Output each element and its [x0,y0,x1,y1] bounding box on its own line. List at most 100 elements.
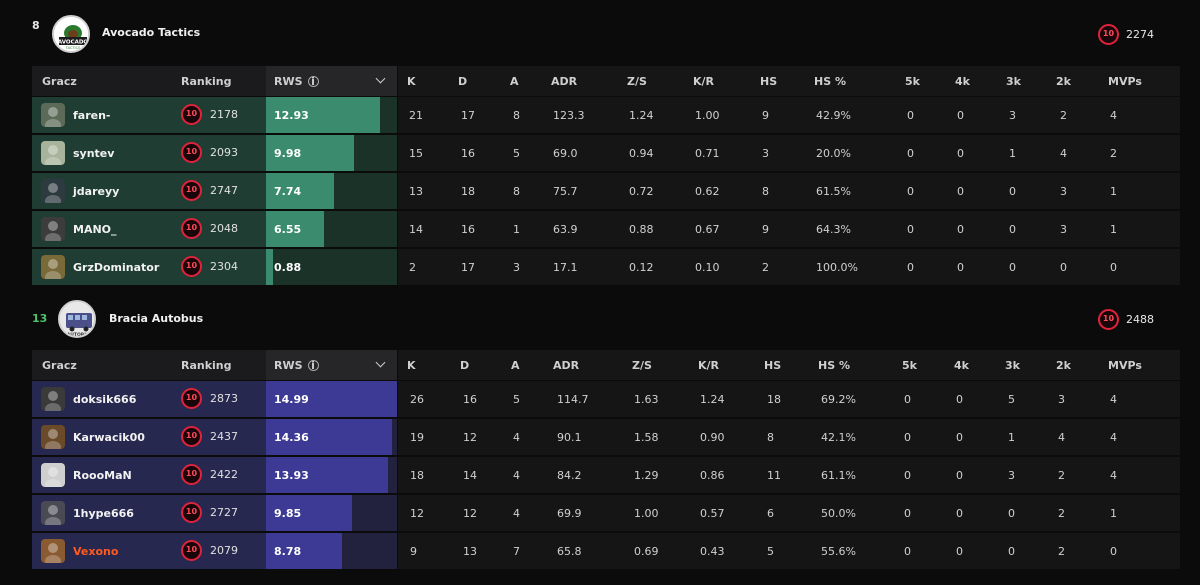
player-row[interactable]: faren- 2178 12.93 21 17 8 123.3 1.24 1.00 9 42.9% 0… [32,96,1180,134]
player-row[interactable]: doksik666 2873 14.99 26 16 5 114.7 1.63 1.24 18 69… [32,380,1180,418]
player-row[interactable]: jdareyy27477.741318875.70.720.62861.5%00… [32,172,1180,210]
player-name[interactable]: faren- [73,109,111,122]
player-row[interactable]: RoooMaN 2422 13.93 18 14 4 84.2 1.29 0.86 11 61.1%… [32,456,1180,494]
stat-hs: 11 [767,469,781,482]
col-4k[interactable]: 4k [954,359,969,372]
stat-kr: 0.67 [695,223,720,236]
col-3k[interactable]: 3k [1006,75,1021,88]
col-2k[interactable]: 2k [1056,75,1071,88]
col-k[interactable]: K [407,75,416,88]
stat-k5: 0 [904,431,911,444]
col-hs[interactable]: HS [764,359,782,372]
col-3k[interactable]: 3k [1005,359,1020,372]
col-kr[interactable]: K/R [693,75,715,88]
stat-k4: 0 [957,109,964,122]
team-name[interactable]: Bracia Autobus [109,312,204,325]
col-ranking[interactable]: Ranking [181,359,232,372]
col-a[interactable]: A [511,359,520,372]
player-name[interactable]: Karwacik00 [73,431,145,444]
player-name[interactable]: Vexono [73,545,119,558]
col-hs-pct[interactable]: HS % [818,359,850,372]
col-adr[interactable]: ADR [553,359,580,372]
player-name[interactable]: RoooMaN [73,469,132,482]
col-4k[interactable]: 4k [955,75,970,88]
player-name[interactable]: MANO_ [73,223,117,236]
stat-hs-pct: 42.1% [821,431,856,444]
faceit-level-10-icon [181,502,202,523]
col-rws[interactable]: RWS i [274,75,319,88]
col-k[interactable]: K [407,359,416,372]
stat-a: 7 [513,545,520,558]
avatar[interactable] [41,217,65,241]
player-row[interactable]: MANO_ 2048 6.55 14 16 1 63.9 0.88 0.67 9 64.3% 0 0 0 3… [32,210,1180,248]
col-zs[interactable]: Z/S [632,359,652,372]
col-d[interactable]: D [458,75,468,88]
stat-mvps: 4 [1110,109,1117,122]
stat-d: 13 [463,545,477,558]
col-hs-pct[interactable]: HS % [814,75,846,88]
col-rws[interactable]: RWS i [274,359,319,372]
col-a[interactable]: A [510,75,519,88]
stat-k5: 0 [907,147,914,160]
team-header-1: 8 AVOCADO TACTICS Avocado Tactics 2274 [0,0,1200,53]
col-player[interactable]: Gracz [42,359,77,372]
team-name[interactable]: Avocado Tactics [102,26,201,39]
rws-bar-fill [266,457,388,493]
col-kr[interactable]: K/R [698,359,720,372]
info-icon[interactable]: i [307,360,319,371]
info-icon[interactable]: i [307,76,319,87]
avatar[interactable] [41,463,65,487]
col-mvps[interactable]: MVPs [1108,359,1142,372]
avatar[interactable] [41,501,65,525]
player-name[interactable]: doksik666 [73,393,137,406]
player-rws: 7.74 [274,185,302,198]
rws-bar [266,457,397,493]
player-name[interactable]: GrzDominator [73,261,160,274]
player-row[interactable]: GrzDominator 2304 0.88 2 17 3 17.1 0.12 0.10 2 100… [32,248,1180,286]
player-ranking: 2437 [181,426,238,447]
faceit-level-10-icon [181,180,202,201]
col-5k[interactable]: 5k [902,359,917,372]
scoreboard-table-team-2: Gracz Ranking RWS i K D A ADR Z/S K/R HS … [32,350,1180,570]
col-adr[interactable]: ADR [551,75,578,88]
stat-adr: 69.0 [553,147,578,160]
avatar[interactable] [41,255,65,279]
player-row[interactable]: syntev 2093 9.98 15 16 5 69.0 0.94 0.71 3 20.0% 0 0 1… [32,134,1180,172]
stat-kr: 1.00 [695,109,720,122]
stat-k: 26 [410,393,424,406]
avatar[interactable] [41,179,65,203]
stat-kr: 0.71 [695,147,720,160]
team-logo[interactable]: AVOCADO TACTICS [52,15,90,53]
stat-adr: 114.7 [557,393,589,406]
avatar[interactable] [41,103,65,127]
col-ranking[interactable]: Ranking [181,75,232,88]
player-elo: 2079 [210,544,238,557]
col-5k[interactable]: 5k [905,75,920,88]
player-rws: 9.85 [274,507,302,520]
table-header: Gracz Ranking RWS i K D A ADR Z/S K/R HS … [32,66,1180,96]
player-elo: 2178 [210,108,238,121]
col-mvps[interactable]: MVPs [1108,75,1142,88]
player-row[interactable]: Karwacik00 2437 14.36 19 12 4 90.1 1.58 0.90 8 42.… [32,418,1180,456]
stat-hs: 9 [762,109,769,122]
player-row[interactable]: Vexono 2079 8.78 9 13 7 65.8 0.69 0.43 5 55.6% 0 0 0 2… [32,532,1180,570]
player-ranking: 2747 [181,180,238,201]
stat-k3: 1 [1008,431,1015,444]
col-2k[interactable]: 2k [1056,359,1071,372]
team-logo[interactable]: AUTOBUS [58,300,96,338]
stat-k2: 2 [1058,507,1065,520]
player-row[interactable]: 1hype66627279.851212469.91.000.57650.0%0… [32,494,1180,532]
avatar[interactable] [41,387,65,411]
avatar[interactable] [41,425,65,449]
col-player[interactable]: Gracz [42,75,77,88]
col-hs[interactable]: HS [760,75,778,88]
player-name[interactable]: syntev [73,147,115,160]
player-ranking: 2093 [181,142,238,163]
player-name[interactable]: 1hype666 [73,507,134,520]
col-zs[interactable]: Z/S [627,75,647,88]
player-name[interactable]: jdareyy [73,185,120,198]
avatar[interactable] [41,539,65,563]
stat-hs-pct: 64.3% [816,223,851,236]
col-d[interactable]: D [460,359,470,372]
avatar[interactable] [41,141,65,165]
